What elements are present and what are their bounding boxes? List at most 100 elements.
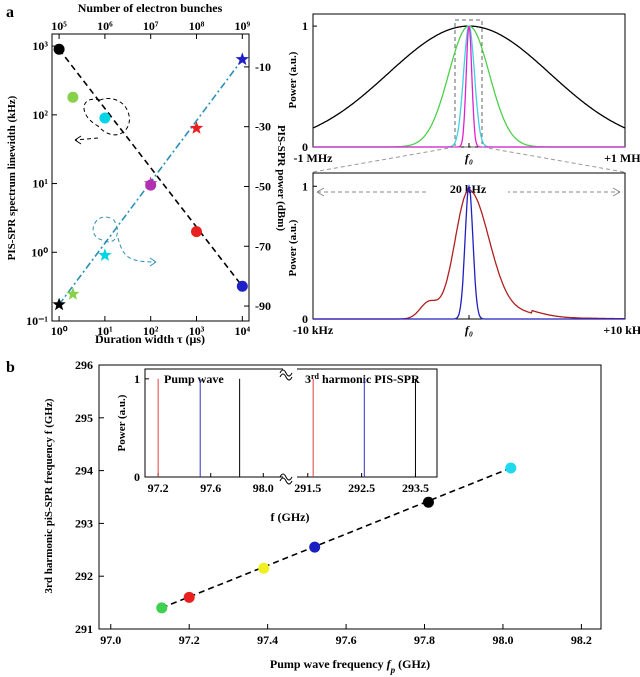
power-point (66, 287, 80, 300)
data-point (156, 602, 168, 614)
y-tick-label: 296 (75, 358, 93, 372)
fit-line (161, 467, 512, 609)
axis-break-icon (279, 473, 293, 485)
power-point (235, 52, 249, 66)
top-tick-label: 10⁹ (235, 19, 251, 33)
power-point (189, 121, 204, 134)
x-tick-label: f₀ (465, 151, 473, 165)
x-tick-label: 97.8 (414, 633, 435, 647)
zoom-connector (312, 146, 625, 173)
x-tick-label: 97.0 (100, 633, 121, 647)
y-left-tick-label: 10³ (32, 39, 48, 53)
left-y-axis-label: PIS-SPR spectrum linewidth (kHz) (6, 95, 18, 260)
linewidth-point (67, 91, 79, 103)
y-tick-label: 0 (302, 312, 308, 326)
y-right-tick-label: -50 (255, 179, 271, 193)
x-tick-label: 10⁰ (51, 324, 68, 338)
linewidth-point (191, 226, 203, 238)
y-right-tick-label: -10 (255, 60, 271, 74)
y-tick-label: 291 (75, 622, 93, 636)
inset-x-axis-label: f (GHz) (271, 510, 310, 524)
x-tick-label: 98.0 (492, 633, 513, 647)
data-point (422, 496, 434, 508)
inset-x-tick-label: 291.5 (294, 481, 321, 495)
axis-break-icon (279, 369, 293, 381)
inset-x-tick-label: 292.5 (348, 481, 375, 495)
inset-label-harmonic: 3rd harmonic PIS-SPR (305, 372, 420, 387)
inset-y-tick-label: 1 (134, 372, 140, 386)
y-right-tick-label: -90 (255, 299, 271, 313)
plot-frame (98, 364, 602, 630)
data-point (309, 541, 321, 553)
x-tick-label: 97.4 (257, 633, 278, 647)
x-tick-label: -10 kHz (293, 323, 334, 337)
spectrum-line (313, 184, 625, 320)
y-axis-label: Power (a.u.) (287, 51, 299, 108)
y-left-tick-label: 10¹ (32, 177, 48, 191)
power-point (144, 176, 158, 190)
arrow-annotation (74, 137, 99, 141)
arrow-annotation-2 (117, 237, 157, 263)
x-tick-label: 98.2 (571, 633, 592, 647)
y-axis-label: Power (a.u.) (287, 219, 299, 276)
loop-annotation (83, 98, 130, 136)
linewidth-point (99, 112, 111, 124)
arrowhead-left-icon (74, 135, 82, 145)
y-tick-label: 293 (75, 516, 93, 530)
right-y-axis-label: PIS-SPR power (dBm) (275, 125, 287, 231)
chart-spectrum-mhz: Power (a.u.) 0 1 -1 MHz f₀ +1 MHz (287, 13, 640, 165)
y-left-tick-label: 10⁰ (31, 245, 48, 259)
x-tick-label: +1 MHz (604, 151, 640, 165)
top-tick-label: 10⁶ (97, 19, 113, 33)
panel-label-a: a (6, 4, 14, 21)
chart-linewidth-power: Number of electron bunches Duration widt… (6, 1, 287, 346)
y-tick-label: 1 (302, 179, 308, 193)
x-tick-label: 10² (143, 324, 159, 338)
top-tick-label: 10⁷ (143, 19, 159, 33)
chart-harmonic-frequency: 3rd harmonic piS-SPR frequency f (GHz) P… (43, 358, 602, 675)
y-tick-label: 295 (75, 411, 93, 425)
y-left-tick-label: 10⁻¹ (26, 314, 48, 328)
x-tick-label: +10 kHz (603, 323, 640, 337)
loop-annotation-2 (92, 216, 118, 243)
linewidth-fit-line (58, 48, 243, 287)
x-tick-label: 97.2 (179, 633, 200, 647)
x-tick-label: 10³ (189, 324, 205, 338)
y-tick-label: 294 (75, 464, 93, 478)
power-point (52, 297, 66, 311)
top-tick-label: 10⁵ (51, 19, 67, 33)
inset-y-tick-label: 0 (134, 470, 140, 484)
arrowhead-right-icon (149, 257, 157, 267)
power-point (98, 248, 112, 261)
inset-x-tick-label: 98.0 (253, 481, 274, 495)
x-tick-label: 97.6 (336, 633, 357, 647)
y-right-tick-label: -30 (255, 120, 271, 134)
data-point (505, 462, 517, 474)
inset-chart: Pump wave 3rd harmonic PIS-SPR Power (a.… (116, 366, 438, 524)
spectrum-line (312, 25, 626, 129)
linewidth-point (236, 280, 248, 292)
inset-x-tick-label: 293.5 (402, 481, 429, 495)
double-arrow-icon (316, 187, 621, 197)
spectrum-line (313, 25, 625, 148)
y-tick-label: 292 (75, 569, 93, 583)
y-left-tick-label: 10² (32, 108, 48, 122)
y-tick-label: 0 (302, 140, 308, 154)
axis-break-gap (283, 366, 297, 481)
x-tick-label: 10⁴ (235, 324, 251, 338)
spectrum-line (313, 189, 625, 320)
data-point (258, 562, 270, 574)
x-tick-label: f₀ (465, 323, 473, 337)
panel-label-b: b (6, 359, 15, 376)
linewidth-point (53, 43, 65, 55)
inset-x-tick-label: 97.6 (200, 481, 221, 495)
spectrum-line (313, 25, 625, 148)
y-tick-label: 1 (302, 19, 308, 33)
inset-label-pump: Pump wave (164, 372, 224, 386)
inset-y-axis-label: Power (a.u.) (116, 394, 128, 451)
y-right-tick-label: -70 (255, 239, 271, 253)
plot-frame (312, 13, 626, 148)
x-tick-label: 10¹ (97, 324, 113, 338)
